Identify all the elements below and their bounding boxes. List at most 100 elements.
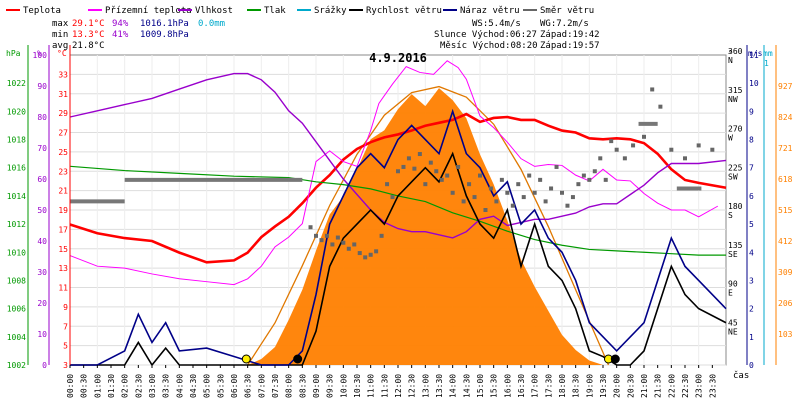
x-tick-label: 13:30 [435,374,444,398]
wind-direction-point [642,134,646,139]
legend-label: Teplota [23,6,61,16]
wind-direction-point [368,252,373,257]
x-tick-label: 20:00 [613,374,622,398]
wind-direction-point [472,195,477,200]
direction-tick-label: 180 [728,202,743,211]
direction-tick-label: 45 [728,318,738,327]
wind-direction-point [669,147,674,152]
stat-avg-temp: 21.8°C [72,41,105,51]
temperature-axis-tick-label: 13 [58,264,68,273]
wind-direction-point [538,177,543,182]
x-tick-label: 19:30 [599,374,608,398]
temperature-axis-tick-label: 3 [63,361,68,370]
wind-direction-point [467,182,472,187]
wind-direction-point [696,143,701,148]
wind-direction-marks [70,87,715,260]
humidity-unit: % [37,49,42,58]
wind-direction-point [598,156,603,161]
pressure-axis-tick-label: 1020 [7,107,26,116]
series-line-rychlost-v-tru [70,151,727,367]
legend-label: Srážky [314,6,347,16]
temperature-axis-tick-label: 9 [63,303,68,312]
pressure-axis-tick-label: 1016 [7,164,26,173]
x-tick-label: 17:00 [531,374,540,398]
direction-compass-label: W [728,134,733,143]
x-unit-label: čas [733,370,749,381]
wind-direction-point [324,233,329,238]
pressure-axis-tick-label: 1010 [7,248,26,257]
stat-min-temp: 13.3°C [72,30,105,40]
x-tick-label: 02:30 [134,374,143,398]
stat-min-hum: 41% [112,30,129,40]
wind-direction-point [554,164,559,169]
radiation-tick-label: 618 [778,175,793,184]
wind-direction-point [379,233,384,238]
x-tick-label: 05:00 [203,374,212,398]
temperature-axis-tick-label: 25 [58,148,68,157]
wind-direction-point [335,235,340,240]
x-tick-label: 03:30 [162,374,171,398]
series-line-vlhkost [69,72,727,239]
wind-tick-label: 0 [749,361,754,370]
wind-direction-point [406,156,411,161]
x-tick-label: 19:00 [585,374,594,398]
info-ws: WS:5.4m/s [472,19,521,29]
x-tick-label: 10:30 [353,374,362,398]
radiation-tick-label: 824 [778,113,793,122]
series-line-teplota [69,112,727,264]
wind-direction-point [587,177,592,182]
stat-max-press: 1016.1hPa [140,19,189,29]
wind-direction-point [483,208,488,212]
x-tick-label: 23:30 [708,374,717,398]
info-wg: WG:7.2m/s [540,19,589,29]
temperature-axis-tick-label: 29 [58,109,68,118]
wind-direction-point [543,199,548,204]
x-tick-label: 14:30 [462,374,471,398]
x-tick-label: 01:00 [93,374,102,398]
x-tick-label: 18:00 [558,374,567,398]
humidity-axis-tick-label: 10 [37,330,47,339]
pressure-axis-tick-label: 1002 [7,361,26,370]
wind-tick-label: 1 [749,333,754,342]
marker-sun-rise [241,354,251,364]
direction-tick-label: 270 [728,125,743,134]
x-tick-label: 11:00 [367,374,376,398]
legend-label: Vlhkost [195,6,233,16]
x-tick-label: 04:00 [175,374,184,398]
pressure-axis-tick-label: 1006 [7,305,26,314]
legend-label: Náraz větru [460,6,520,16]
wind-direction-point [445,173,450,178]
wind-direction-point [357,251,362,256]
x-tick-label: 06:00 [230,374,239,398]
radiation-area [247,85,610,366]
rain-unit: mm [763,49,773,58]
humidity-axis-tick-label: 70 [37,144,47,153]
wind-direction-point [319,238,324,243]
direction-tick-label: 360 [728,47,743,56]
wind-tick-label: 11 [749,51,759,60]
marker-moon-set [610,354,620,364]
temperature-axis-tick-label: 23 [58,167,68,176]
temperature-axis-tick-label: 21 [58,187,68,196]
wind-direction-point [650,87,655,92]
wind-direction-point [439,177,444,182]
x-tick-label: 12:30 [408,374,417,398]
temperature-axis-tick-label: 17 [58,225,68,234]
pressure-unit: hPa [6,49,21,58]
pressure-axis-tick-label: 1022 [7,79,26,88]
wind-direction-point [683,156,687,161]
radiation-area [247,88,603,365]
temperature-axis-tick-label: 11 [58,284,68,293]
direction-unit: ° [728,49,733,58]
wind-direction-point [499,177,504,182]
wind-direction-point [570,195,575,200]
direction-compass-label: N [728,56,733,65]
temperature-axis-tick-label: 5 [63,342,68,351]
direction-compass-label: S [728,211,733,220]
x-tick-label: 16:00 [503,374,512,398]
wind-direction-point [532,190,537,195]
series-lines [69,60,727,367]
x-tick-label: 21:30 [654,374,663,398]
x-tick-label: 23:00 [695,374,704,398]
